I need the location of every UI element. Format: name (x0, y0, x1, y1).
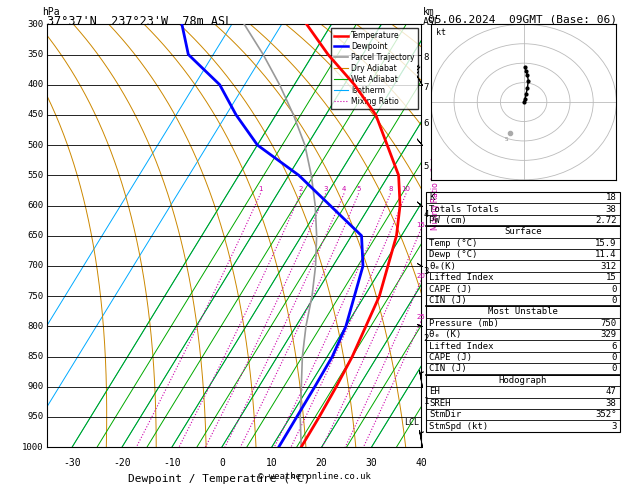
Text: 3: 3 (611, 421, 616, 431)
Text: 600: 600 (27, 201, 43, 210)
Text: StmSpd (kt): StmSpd (kt) (429, 421, 488, 431)
Legend: Temperature, Dewpoint, Parcel Trajectory, Dry Adiabat, Wet Adiabat, Isotherm, Mi: Temperature, Dewpoint, Parcel Trajectory… (331, 28, 418, 109)
Text: Lifted Index: Lifted Index (429, 273, 494, 282)
Text: 8: 8 (388, 186, 392, 192)
Text: Surface: Surface (504, 227, 542, 237)
Text: -10: -10 (163, 458, 181, 468)
Text: Hodograph: Hodograph (499, 376, 547, 385)
Text: 800: 800 (27, 322, 43, 331)
Text: Lifted Index: Lifted Index (429, 342, 494, 351)
Text: 25: 25 (416, 314, 425, 320)
Text: kt: kt (435, 28, 445, 37)
Text: Dewp (°C): Dewp (°C) (429, 250, 477, 260)
Text: 1000: 1000 (21, 443, 43, 451)
Text: 850: 850 (27, 352, 43, 361)
Text: 0: 0 (611, 364, 616, 374)
Text: 550: 550 (27, 171, 43, 180)
Text: 500: 500 (27, 140, 43, 150)
Text: S: S (505, 137, 509, 142)
Text: 05.06.2024  09GMT (Base: 06): 05.06.2024 09GMT (Base: 06) (428, 15, 616, 25)
Text: 700: 700 (27, 261, 43, 270)
Text: 300: 300 (27, 20, 43, 29)
Text: θₑ(K): θₑ(K) (429, 261, 456, 271)
Text: 20: 20 (416, 273, 425, 279)
Text: 10: 10 (266, 458, 277, 468)
Text: 47: 47 (606, 387, 616, 397)
Text: SREH: SREH (429, 399, 450, 408)
Text: 329: 329 (600, 330, 616, 339)
Text: 2: 2 (299, 186, 303, 192)
Text: Totals Totals: Totals Totals (429, 205, 499, 214)
Text: Dewpoint / Temperature (°C): Dewpoint / Temperature (°C) (128, 474, 311, 485)
Text: Mixing Ratio (g/kg): Mixing Ratio (g/kg) (431, 157, 440, 230)
Text: 30: 30 (365, 458, 377, 468)
Text: 4: 4 (423, 210, 429, 219)
Text: Pressure (mb): Pressure (mb) (429, 319, 499, 328)
Text: 1: 1 (259, 186, 263, 192)
Text: 40: 40 (416, 458, 427, 468)
Text: CAPE (J): CAPE (J) (429, 284, 472, 294)
Text: StmDir: StmDir (429, 410, 461, 419)
Text: CAPE (J): CAPE (J) (429, 353, 472, 362)
Text: 0: 0 (611, 296, 616, 305)
Text: 312: 312 (600, 261, 616, 271)
Text: 0: 0 (611, 284, 616, 294)
Text: 11.4: 11.4 (595, 250, 616, 260)
Text: 0: 0 (611, 353, 616, 362)
Text: 400: 400 (27, 80, 43, 89)
Text: ASL: ASL (423, 17, 440, 27)
Text: θₑ (K): θₑ (K) (429, 330, 461, 339)
Text: km: km (423, 7, 435, 17)
Text: 6: 6 (611, 342, 616, 351)
Text: 8: 8 (423, 53, 429, 62)
Text: 3: 3 (423, 267, 429, 277)
Text: 38: 38 (606, 205, 616, 214)
Text: 352°: 352° (595, 410, 616, 419)
Text: 38: 38 (606, 399, 616, 408)
Text: EH: EH (429, 387, 440, 397)
Text: 6: 6 (423, 120, 429, 128)
Text: Most Unstable: Most Unstable (487, 307, 558, 316)
Text: 650: 650 (27, 231, 43, 240)
Text: 5: 5 (423, 162, 429, 171)
Text: LCL: LCL (404, 418, 419, 428)
Text: CIN (J): CIN (J) (429, 364, 467, 374)
Text: 950: 950 (27, 413, 43, 421)
Text: -20: -20 (113, 458, 131, 468)
Text: 450: 450 (27, 110, 43, 120)
Text: 2: 2 (423, 334, 429, 343)
Text: 1: 1 (423, 398, 429, 406)
Text: 15: 15 (606, 273, 616, 282)
Text: 18: 18 (606, 193, 616, 202)
Text: 750: 750 (600, 319, 616, 328)
Text: 2.72: 2.72 (595, 216, 616, 225)
Text: 750: 750 (27, 292, 43, 301)
Text: -30: -30 (64, 458, 81, 468)
Text: 350: 350 (27, 50, 43, 59)
Text: © weatheronline.co.uk: © weatheronline.co.uk (258, 472, 371, 481)
Text: 37°37'N  237°23'W  78m ASL: 37°37'N 237°23'W 78m ASL (47, 15, 233, 28)
Text: 15.9: 15.9 (595, 239, 616, 248)
Text: PW (cm): PW (cm) (429, 216, 467, 225)
Text: 4: 4 (342, 186, 346, 192)
Text: 20: 20 (316, 458, 328, 468)
Text: 15: 15 (416, 222, 425, 228)
Text: Temp (°C): Temp (°C) (429, 239, 477, 248)
Text: CIN (J): CIN (J) (429, 296, 467, 305)
Text: 10: 10 (402, 186, 411, 192)
Text: K: K (429, 193, 435, 202)
Text: 7: 7 (423, 83, 429, 92)
Text: 3: 3 (323, 186, 328, 192)
Text: 900: 900 (27, 382, 43, 391)
Text: 0: 0 (219, 458, 225, 468)
Text: hPa: hPa (42, 7, 60, 17)
Text: 5: 5 (357, 186, 361, 192)
